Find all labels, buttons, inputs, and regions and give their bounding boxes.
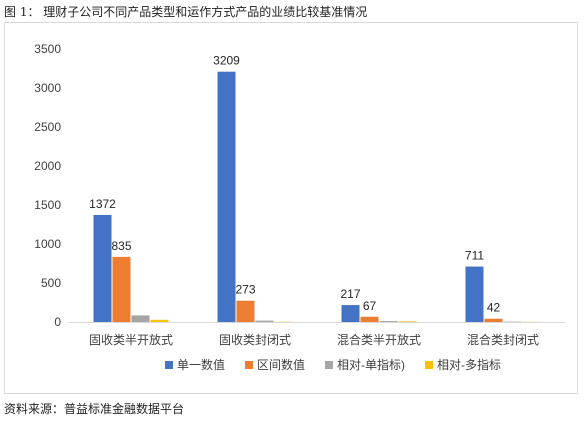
bar [341,305,360,322]
data-label: 273 [235,283,255,297]
y-tick-label: 3000 [34,81,61,95]
bar [93,214,112,322]
legend-swatch [245,361,253,369]
legend-label: 相对-多指标 [437,357,501,372]
data-label: 835 [111,239,131,253]
y-tick-label: 2000 [34,159,61,173]
bar [379,321,398,322]
source-note: 资料来源：普益标准金融数据平台 [4,402,185,416]
legend-swatch [325,361,333,369]
category-label: 固收类封闭式 [219,333,291,347]
data-label: 67 [363,299,377,313]
category-label: 混合类半开放式 [337,332,421,347]
chart-frame: 0 500 1000 1500 2000 2500 3000 3500 1372 835 固收类半开… [4,22,578,394]
category-label: 混合类封闭式 [467,332,539,347]
y-tick-label: 1000 [34,237,61,251]
figure-caption: 图 1： 理财子公司不同产品类型和运作方式产品的业绩比较基准情况 [4,5,368,19]
bar [484,318,503,322]
data-label: 3209 [213,54,240,68]
bar [236,300,255,322]
y-tick-label: 3500 [34,42,61,56]
data-label: 217 [340,287,360,301]
legend-label: 单一数值 [177,357,225,372]
bar [465,266,484,322]
category-label: 固收类半开放式 [89,332,173,347]
data-label: 711 [465,249,484,263]
bar-chart: 0 500 1000 1500 2000 2500 3000 3500 1372 835 固收类半开… [34,42,565,372]
legend-label: 相对-单指标) [337,357,405,372]
bar [217,71,236,322]
legend-label: 区间数值 [257,357,305,372]
data-label: 42 [487,301,501,315]
bar [398,321,417,322]
legend-swatch [165,361,173,369]
bar [112,256,131,322]
bar [255,320,274,322]
bar [150,319,169,322]
y-tick-label: 1500 [34,198,61,212]
legend-swatch [425,361,433,369]
y-tick-label: 2500 [34,120,61,134]
bar [360,316,379,322]
y-tick-label: 0 [54,315,61,329]
data-label: 1372 [89,197,116,211]
y-tick-label: 500 [41,276,61,290]
bar [131,315,150,322]
